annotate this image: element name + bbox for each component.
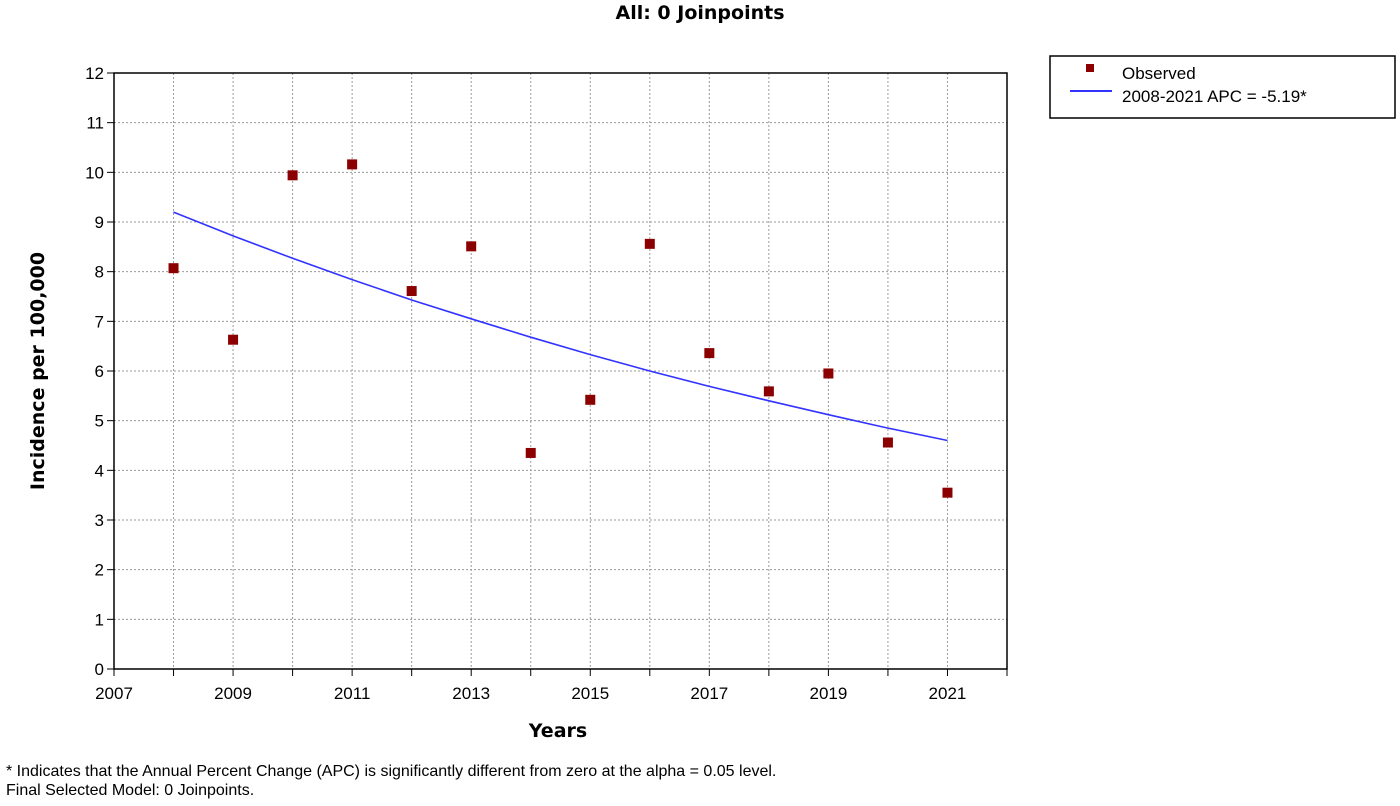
y-tick-label: 6 bbox=[95, 362, 104, 381]
x-tick-label: 2007 bbox=[95, 684, 133, 703]
y-tick-label: 4 bbox=[95, 461, 104, 480]
legend-trend-label: 2008-2021 APC = -5.19* bbox=[1122, 87, 1307, 106]
legend: Observed 2008-2021 APC = -5.19* bbox=[1049, 55, 1396, 119]
y-tick-label: 12 bbox=[85, 64, 104, 83]
observed-point bbox=[466, 241, 477, 252]
observed-point bbox=[585, 394, 596, 405]
observed-point bbox=[525, 447, 536, 458]
y-tick-label: 9 bbox=[95, 213, 104, 232]
y-tick-label: 11 bbox=[86, 114, 104, 133]
x-axis: 2007 2009 2011 2013 2015 2017 2019 2021 bbox=[95, 669, 1008, 703]
footnote-final-model: Final Selected Model: 0 Joinpoints. bbox=[6, 782, 255, 799]
y-axis-title: Incidence per 100,000 bbox=[27, 252, 49, 490]
legend-observed-marker bbox=[1086, 64, 1094, 72]
trend-line-series bbox=[173, 211, 948, 442]
observed-point bbox=[942, 487, 953, 498]
observed-point bbox=[347, 159, 358, 170]
y-tick-label: 0 bbox=[95, 660, 104, 679]
x-tick-label: 2017 bbox=[690, 684, 728, 703]
x-tick-label: 2013 bbox=[452, 684, 490, 703]
y-tick-label: 7 bbox=[95, 312, 104, 331]
observed-point bbox=[406, 286, 417, 297]
legend-observed-label: Observed bbox=[1122, 64, 1196, 83]
footnote-significance: * Indicates that the Annual Percent Chan… bbox=[6, 763, 777, 780]
observed-point bbox=[823, 368, 834, 379]
x-tick-label: 2015 bbox=[571, 684, 609, 703]
y-tick-label: 8 bbox=[95, 263, 104, 282]
y-tick-label: 5 bbox=[95, 412, 104, 431]
observed-point bbox=[704, 348, 715, 359]
y-tick-label: 3 bbox=[95, 511, 104, 530]
observed-series bbox=[168, 159, 953, 498]
observed-point bbox=[287, 170, 298, 181]
observed-point bbox=[763, 386, 774, 397]
observed-point bbox=[168, 263, 179, 274]
grid-lines bbox=[114, 73, 1007, 669]
chart-title: All: 0 Joinpoints bbox=[615, 2, 785, 24]
y-tick-label: 1 bbox=[95, 610, 104, 629]
legend-box bbox=[1049, 55, 1396, 119]
footnotes: * Indicates that the Annual Percent Chan… bbox=[6, 762, 776, 800]
x-tick-label: 2019 bbox=[809, 684, 847, 703]
trend-line bbox=[173, 211, 948, 442]
observed-point bbox=[228, 334, 239, 345]
x-tick-label: 2021 bbox=[929, 684, 967, 703]
observed-point bbox=[882, 437, 893, 448]
x-tick-label: 2011 bbox=[334, 684, 371, 703]
x-tick-label: 2009 bbox=[214, 684, 252, 703]
x-axis-title: Years bbox=[528, 720, 587, 742]
observed-point bbox=[644, 238, 655, 249]
y-tick-label: 2 bbox=[95, 561, 104, 580]
y-tick-label: 10 bbox=[85, 163, 104, 182]
